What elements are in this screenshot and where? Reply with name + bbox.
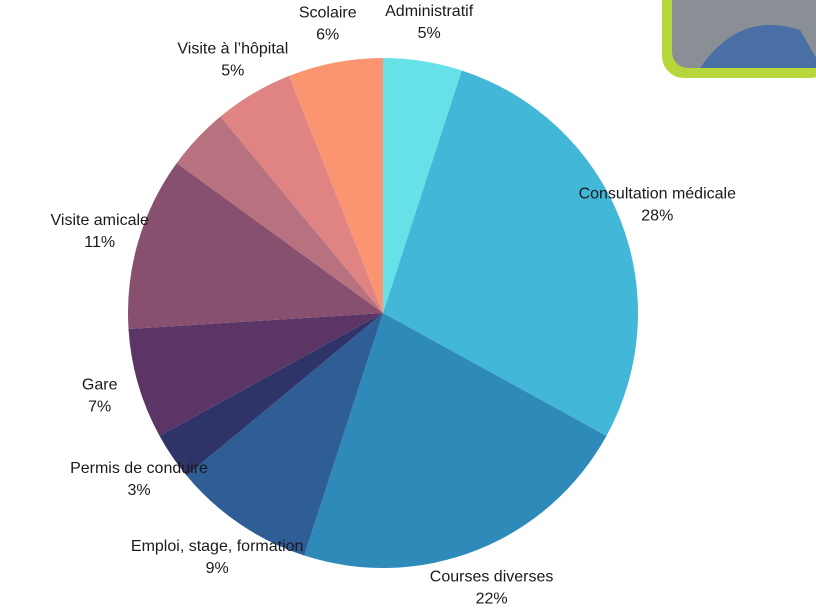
pie-slice [220, 75, 383, 313]
pie-slice [128, 313, 383, 436]
slice-value-label: 6% [316, 26, 339, 43]
slice-value-label: 22% [476, 591, 508, 608]
pie-slice [176, 116, 383, 313]
slice-label: Scolaire [299, 4, 357, 21]
slice-label: Emploi, stage, formation [131, 538, 304, 555]
slice-label: Permis de conduire [70, 460, 208, 477]
slice-value-label: 3% [127, 482, 150, 499]
pie-slice [289, 58, 383, 313]
pie-slice [159, 313, 383, 476]
slice-value-label: 5% [418, 25, 441, 42]
slice-label: Courses diverses [430, 569, 554, 586]
pie-slice [383, 70, 638, 436]
slice-value-label: 9% [206, 560, 229, 577]
slice-value-label: 5% [221, 62, 244, 79]
slice-label: Visite amicale [51, 212, 150, 229]
slice-label: Gare [82, 377, 118, 394]
photo-frame [662, 0, 816, 78]
slice-value-label: 7% [88, 399, 111, 416]
slice-value-label: 11% [84, 234, 115, 251]
pie-slice [383, 58, 462, 313]
slice-label: Visite à l’hôpital [177, 40, 288, 57]
pie-slice [304, 313, 607, 568]
slice-label: Administratif [385, 3, 474, 20]
slice-value-label: 28% [641, 208, 673, 225]
slice-label: Consultation médicale [579, 186, 737, 203]
photo-detail [700, 24, 816, 68]
pie-slice [128, 163, 383, 330]
pie-slice [186, 313, 383, 556]
